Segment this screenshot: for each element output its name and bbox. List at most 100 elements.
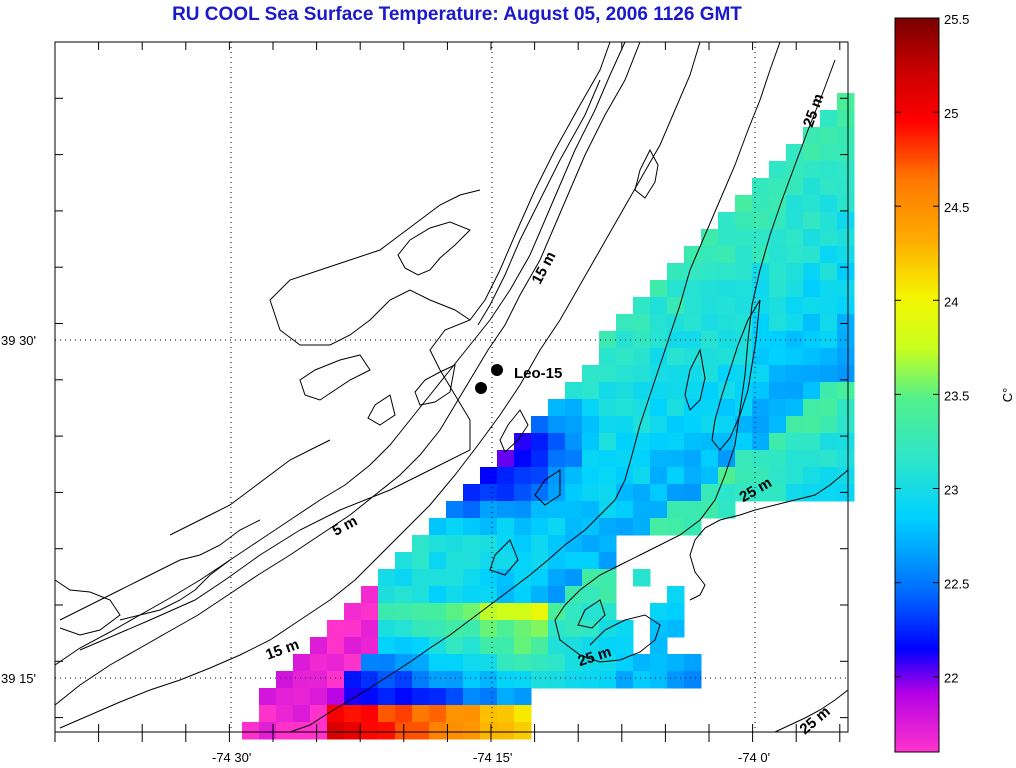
sst-cell [429,569,447,587]
sst-cell [310,705,328,723]
sst-cell [786,212,804,230]
sst-cell [582,501,600,519]
sst-cell [650,280,668,298]
sst-cell [514,671,532,689]
sst-cell [480,620,498,638]
sst-cell [531,671,549,689]
sst-cell [650,348,668,366]
sst-cell [310,654,328,672]
sst-cell [497,688,515,706]
sst-cell [650,331,668,349]
sst-cell [582,535,600,553]
sst-cell [803,144,821,162]
sst-cell [582,671,600,689]
sst-cell [633,297,651,315]
sst-cell [327,688,345,706]
sst-cell [701,467,719,485]
sst-cell [548,467,566,485]
sst-cell [820,382,838,400]
sst-cell [446,688,464,706]
sst-cell [599,348,617,366]
sst-cell [378,637,396,655]
sst-cell [667,314,685,332]
x-tick-label: -74 15' [473,750,512,765]
sst-cell [276,688,294,706]
sst-cell [361,705,379,723]
sst-cell [412,637,430,655]
sst-cell [752,382,770,400]
sst-cell [446,586,464,604]
sst-cell [548,484,566,502]
y-tick-label: 39 30' [1,333,36,348]
sst-cell [480,705,498,723]
sst-cell [667,450,685,468]
sst-cell [412,603,430,621]
sst-cell [582,365,600,383]
sst-cell [310,671,328,689]
sst-cell [684,671,702,689]
sst-cell [531,501,549,519]
sst-cell [361,637,379,655]
sst-cell [259,705,277,723]
sst-cell [310,722,328,740]
sst-cell [327,705,345,723]
sst-cell [412,671,430,689]
sst-cell [463,620,481,638]
sst-cell [480,569,498,587]
sst-cell [786,450,804,468]
sst-cell [531,569,549,587]
sst-cell [667,671,685,689]
sst-cell [259,722,277,740]
sst-cell [769,229,787,247]
sst-cell [446,518,464,536]
sst-cell [820,110,838,128]
sst-cell [446,654,464,672]
sst-cell [514,518,532,536]
sst-cell [497,603,515,621]
sst-cell [701,484,719,502]
sst-cell [718,501,736,519]
sst-cell [837,314,855,332]
sst-cell [599,671,617,689]
sst-cell [701,246,719,264]
sst-cell [837,348,855,366]
sst-cell [650,365,668,383]
x-tick-label: -74 30' [212,750,251,765]
sst-cell [803,399,821,417]
sst-cell [310,637,328,655]
sst-cell [548,399,566,417]
y-tick-label: 39 15' [1,671,36,686]
sst-cell [531,535,549,553]
sst-cell [701,314,719,332]
sst-cell [480,501,498,519]
sst-cell [820,348,838,366]
sst-cell [650,654,668,672]
sst-cell [803,416,821,434]
sst-cell [786,399,804,417]
sst-cell [684,484,702,502]
sst-cell [276,671,294,689]
station-marker-inshore [475,382,487,394]
sst-cell [582,586,600,604]
sst-cell [565,535,583,553]
sst-cell [616,620,634,638]
sst-cell [599,331,617,349]
sst-cell [497,501,515,519]
sst-cell [735,229,753,247]
sst-cell [599,433,617,451]
sst-cell [344,620,362,638]
sst-cell [735,212,753,230]
colorbar-tick-label: 22 [944,671,958,686]
sst-cell [565,552,583,570]
sst-cell [667,484,685,502]
sst-cell [684,416,702,434]
leo-15-station: Leo-15 [475,364,562,394]
sst-cell [735,416,753,434]
sst-cell [803,382,821,400]
sst-cell [463,535,481,553]
sst-cell [463,722,481,740]
sst-cell [429,688,447,706]
colorbar-tick-label: 23 [944,483,958,498]
sst-cell [701,450,719,468]
sst-cell [650,484,668,502]
